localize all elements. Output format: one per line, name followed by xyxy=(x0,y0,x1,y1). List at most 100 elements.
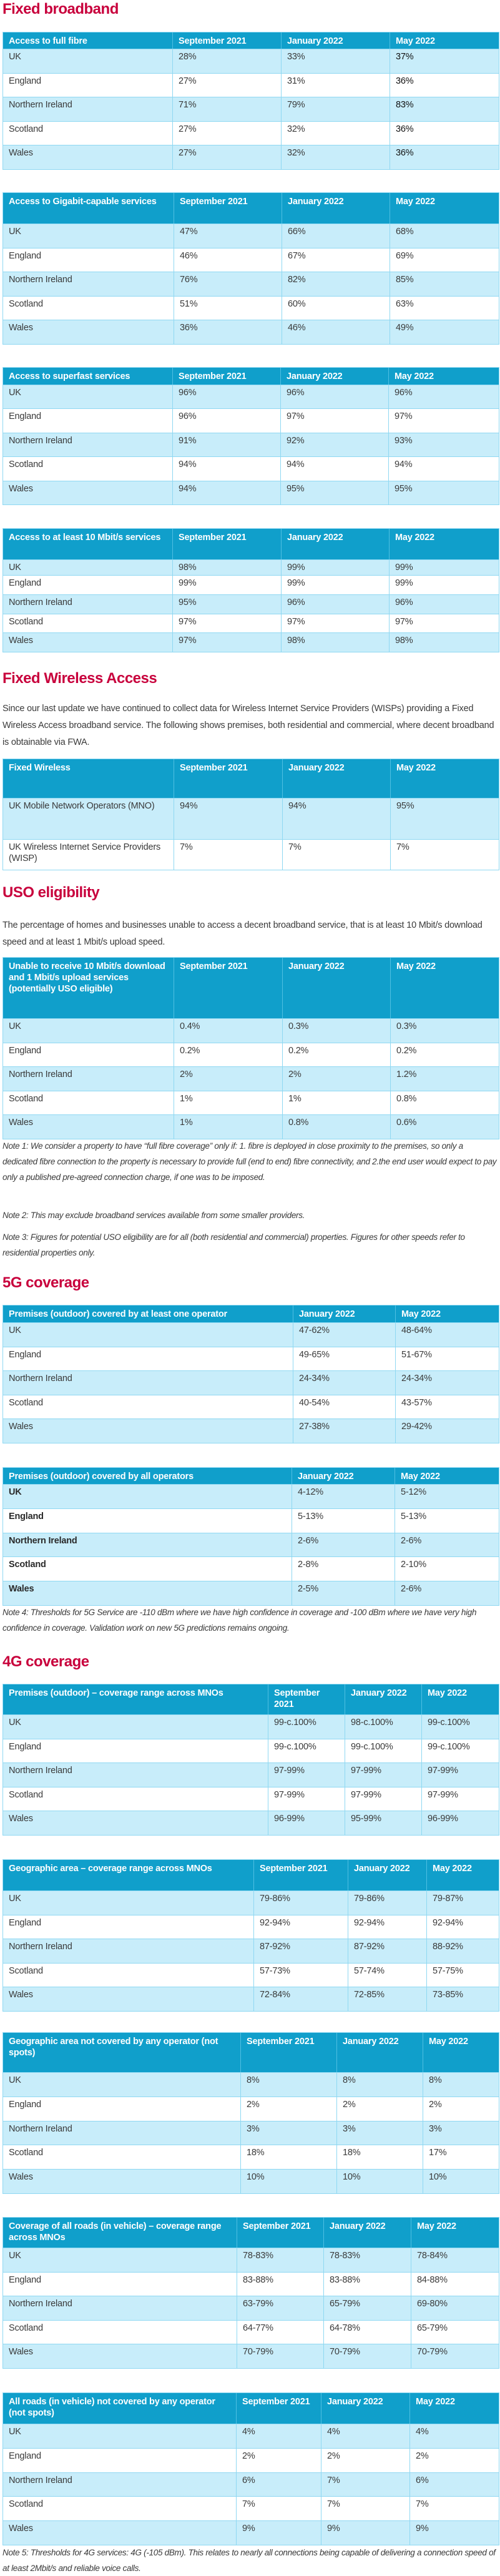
column-header: Access to full fibre xyxy=(9,36,87,46)
table-cell: 3% xyxy=(336,2121,423,2145)
table-g4-roads: Coverage of all roads (in vehicle) – cov… xyxy=(2,2217,499,2369)
table-cell: 2% xyxy=(174,1067,282,1091)
table-row: Wales 27% 32% 36% xyxy=(3,145,499,169)
table-cell: 5-12% xyxy=(395,1485,496,1508)
table-cell: 36% xyxy=(174,320,282,344)
table-g4-premises: Premises (outdoor) – coverage range acro… xyxy=(2,1684,499,1836)
table-cell: 87-92% xyxy=(348,1939,426,1963)
table-cell: 46% xyxy=(174,248,282,272)
column-header: May 2022 xyxy=(395,1468,496,1484)
note-5: Note 5: Thresholds for 4G services: 4G (… xyxy=(2,2548,496,2573)
column-header: Access to superfast services xyxy=(9,371,130,381)
table-cell: 27% xyxy=(172,121,281,145)
table-cell: 17% xyxy=(423,2145,496,2170)
table-cell: 96% xyxy=(280,385,388,409)
table-cell: 9% xyxy=(409,2521,496,2545)
table-uso: Unable to receive 10 Mbit/s download and… xyxy=(2,957,499,1139)
table-row: UK 99-c.100% 98-c.100% 99-c.100% xyxy=(3,1714,499,1739)
table-cell: 5-13% xyxy=(292,1508,395,1533)
row-label: Wales xyxy=(9,323,33,333)
table-cell: 32% xyxy=(281,121,390,145)
table-cell: 67% xyxy=(282,248,390,272)
column-header: May 2022 xyxy=(389,529,496,559)
table-cell: 91% xyxy=(172,433,280,457)
row-label: UK xyxy=(9,388,21,398)
table-cell: 2% xyxy=(240,2097,336,2121)
table-cell: 63% xyxy=(390,296,496,320)
row-label: Scotland xyxy=(9,1397,43,1408)
note-4: Note 4: Thresholds for 5G Service are -1… xyxy=(2,1608,477,1633)
table-cell: 97-99% xyxy=(421,1763,496,1787)
table-cell: 97% xyxy=(172,614,281,632)
table-cell: 93% xyxy=(388,433,496,457)
table-row: UK 47-62% 48-64% xyxy=(3,1322,499,1347)
table-cell: 97% xyxy=(388,409,496,433)
table-cell: 32% xyxy=(281,145,390,169)
row-label: UK xyxy=(9,563,21,573)
table-cell: 83-88% xyxy=(323,2272,411,2296)
table-row: Wales 2-5% 2-6% xyxy=(3,1581,499,1605)
table-cell: 7% xyxy=(321,2497,409,2521)
table-row: Northern Ireland 63-79% 65-79% 69-80% xyxy=(3,2296,499,2320)
column-header: January 2022 xyxy=(282,193,390,224)
table-cell: 94% xyxy=(280,457,388,481)
table-cell: 9% xyxy=(321,2521,409,2545)
table-row: Wales 10% 10% 10% xyxy=(3,2169,499,2193)
table-cell: 79-86% xyxy=(253,1891,348,1915)
table-cell: 79-87% xyxy=(426,1891,496,1915)
table-row: England 2% 2% 2% xyxy=(3,2096,499,2121)
row-label: UK xyxy=(9,1021,21,1031)
table-cell: 82% xyxy=(282,272,390,296)
table-cell: 48-64% xyxy=(395,1323,496,1347)
table-cell: 6% xyxy=(409,2472,496,2497)
row-label: Northern Ireland xyxy=(9,1374,72,1384)
column-header: May 2022 xyxy=(423,2033,496,2072)
table-row: Wales 1% 0.8% 0.6% xyxy=(3,1114,499,1139)
table-row: Northern Ireland 24-34% 24-34% xyxy=(3,1370,499,1395)
table-cell: 47-62% xyxy=(293,1323,395,1347)
table-cell: 71% xyxy=(172,97,281,121)
row-label: England xyxy=(9,1741,41,1752)
table-row: Northern Ireland 87-92% 87-92% 88-92% xyxy=(3,1939,499,1963)
table-row: Northern Ireland 91% 92% 93% xyxy=(3,432,499,457)
table-row: UK 4% 4% 4% xyxy=(3,2424,499,2448)
table-row: UK 47% 66% 68% xyxy=(3,224,499,248)
table-cell: 97% xyxy=(281,614,389,632)
table-cell: 0.2% xyxy=(174,1043,282,1066)
table-cell: 94% xyxy=(282,799,390,839)
row-label: UK xyxy=(9,2075,21,2085)
table-cell: 0.2% xyxy=(282,1043,390,1066)
table-cell: 95-99% xyxy=(345,1811,421,1835)
table-row: UK 96% 96% 96% xyxy=(3,385,499,409)
table-row: England 99% 99% 99% xyxy=(3,575,499,594)
table-row: England 5-13% 5-13% xyxy=(3,1508,499,1533)
row-label: Scotland xyxy=(9,1560,46,1570)
fwa-paragraph: Since our last update we have continued … xyxy=(2,704,494,747)
table-cell: 57-73% xyxy=(253,1963,348,1987)
table-cell: 99-c.100% xyxy=(268,1739,345,1762)
column-header: January 2022 xyxy=(345,1684,421,1714)
row-label: England xyxy=(9,578,41,588)
table-cell: 99% xyxy=(281,576,389,594)
table-cell: 46% xyxy=(282,320,390,344)
table-cell: 87-92% xyxy=(253,1939,348,1963)
table-cell: 99-c.100% xyxy=(345,1739,421,1762)
table-cell: 0.8% xyxy=(390,1091,496,1114)
table-row: Wales 72-84% 72-85% 73-85% xyxy=(3,1987,499,2011)
table-cell: 51% xyxy=(174,296,282,320)
table-cell: 96% xyxy=(389,595,496,614)
table-cell: 31% xyxy=(281,73,390,97)
column-header: Fixed Wireless xyxy=(9,763,71,773)
table-cell: 99-c.100% xyxy=(421,1715,496,1739)
table-header-row: Geographic area – coverage range across … xyxy=(3,1860,499,1890)
row-label: Wales xyxy=(9,2172,33,2183)
row-label: Wales xyxy=(9,483,33,494)
table-ten-mbit: Access to at least 10 Mbit/s services Sep… xyxy=(2,528,499,652)
table-header-row: Premises (outdoor) covered by at least o… xyxy=(3,1305,499,1322)
column-header: Unable to receive 10 Mbit/s download and… xyxy=(9,961,165,994)
row-label: Wales xyxy=(9,1584,34,1595)
table-cell: 64-77% xyxy=(237,2320,323,2344)
row-label: UK xyxy=(9,1718,21,1728)
table-cell: 24-34% xyxy=(395,1371,496,1395)
row-label: England xyxy=(9,2451,41,2461)
